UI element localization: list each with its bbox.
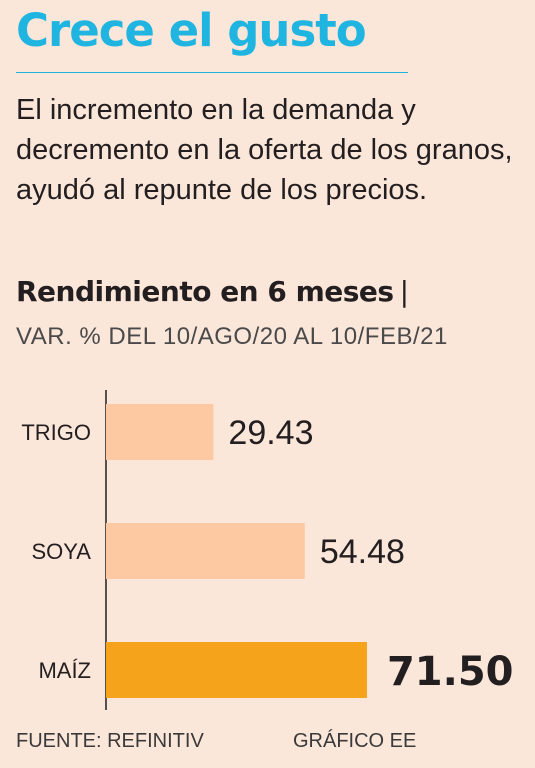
- category-label: SOYA: [31, 539, 91, 564]
- source-note: FUENTE: REFINITIV: [16, 730, 204, 752]
- chart-title: Crece el gusto: [16, 4, 367, 57]
- bar-chart: TRIGO 29.43 SOYA 54.48 MAÍZ 71.50: [21, 390, 514, 710]
- lead-paragraph: El incremento en la demanda y decremento…: [16, 94, 513, 206]
- subtitle-separator: |: [399, 275, 409, 308]
- bar-1: [106, 523, 305, 579]
- value-label: 29.43: [228, 414, 313, 452]
- bar-2: [106, 642, 367, 698]
- title-underline: [16, 72, 408, 73]
- unit-description: VAR. % DEL 10/AGO/20 AL 10/FEB/21: [16, 323, 448, 350]
- graphic-credit: GRÁFICO EE: [293, 730, 417, 752]
- bar-0: [106, 404, 214, 460]
- category-label: TRIGO: [21, 420, 91, 445]
- chart-subtitle: Rendimiento en 6 meses |: [16, 275, 409, 308]
- value-label: 71.50: [387, 649, 514, 695]
- value-label: 54.48: [320, 533, 405, 571]
- category-label: MAÍZ: [38, 658, 91, 683]
- subtitle-text: Rendimiento en 6 meses: [16, 275, 394, 308]
